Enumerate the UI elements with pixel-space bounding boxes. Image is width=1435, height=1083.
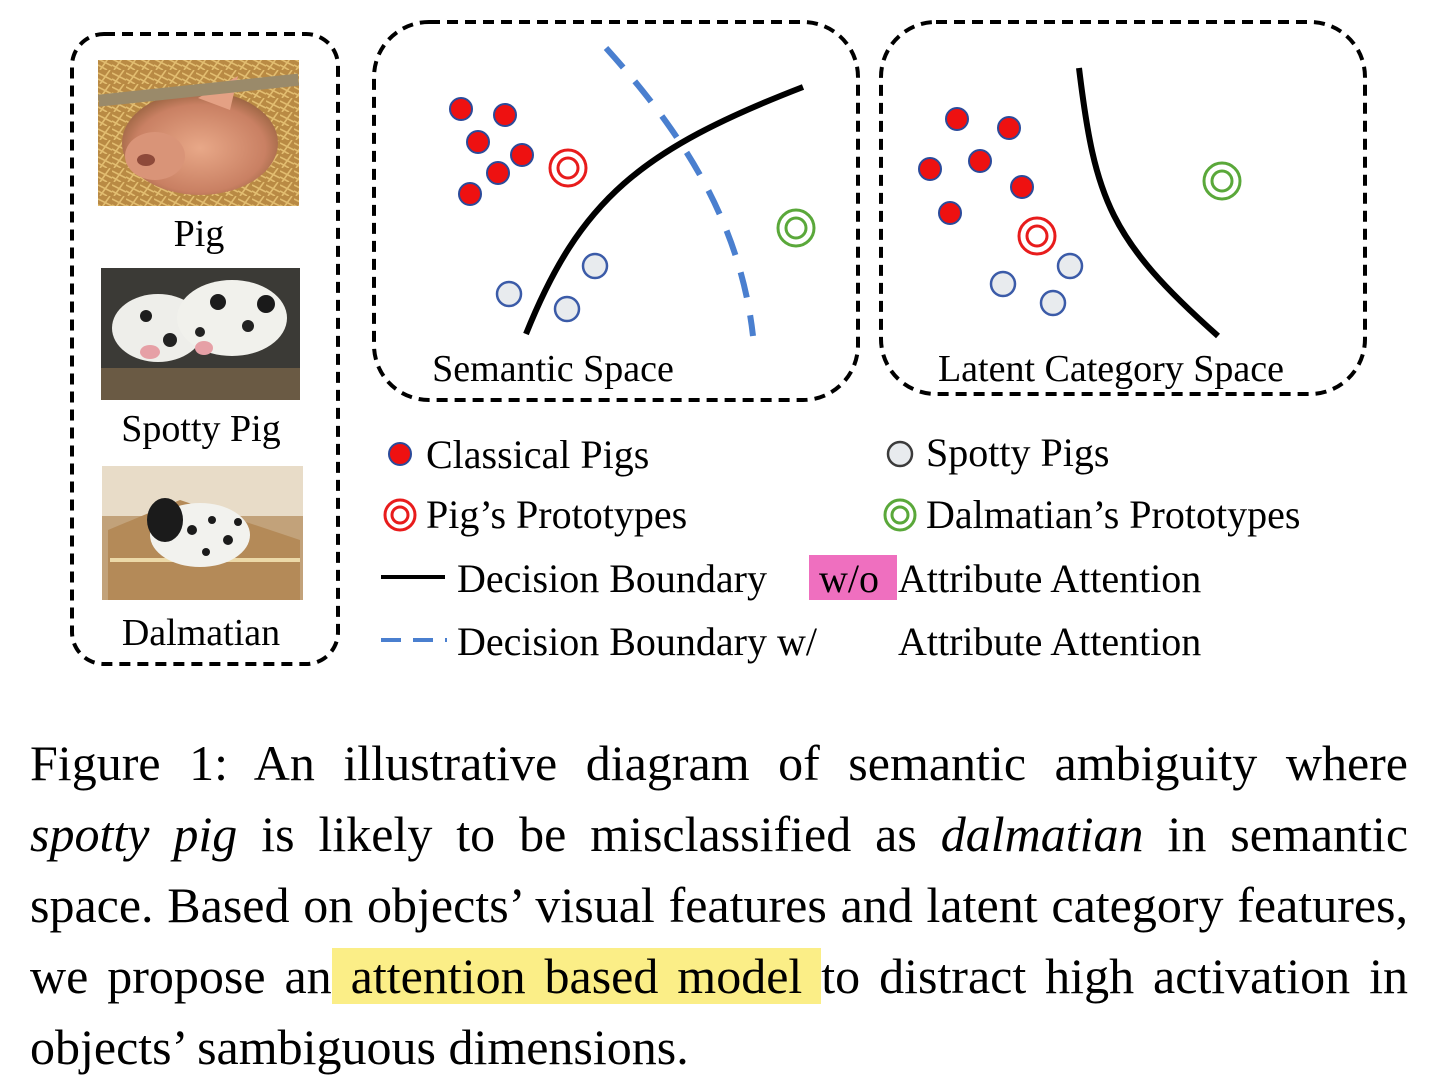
legend-pig-prototypes-label: Pig’s Prototypes [426,492,687,537]
legend-boundary-wo-suffix: Attribute Attention [898,556,1201,601]
latent-boundary-wo-attention [1076,67,1220,339]
legend-classical-pigs-label: Classical Pigs [426,432,649,477]
latent-classical-pigs [918,107,1034,225]
classical-pig-point [449,97,473,121]
legend-dalmatian-prototype-marker [883,498,917,532]
spotty-pig-point [1039,289,1067,317]
semantic-space-title: Semantic Space [432,348,674,390]
legend-boundary-wo-tag: w/o [819,556,879,601]
semantic-pig-prototype [548,148,588,188]
semantic-space-panel [372,20,860,402]
legend-wo-highlight [809,555,897,600]
pig-photo [97,60,300,206]
latent-space-title: Latent Category Space [938,348,1284,390]
classical-pig-point [458,182,482,206]
spotty-pig-point [495,280,523,308]
images-panel-border [70,32,340,666]
latent-pig-prototype [1017,216,1057,256]
caption-emphasis-spotty-pig: spotty pig [30,806,238,862]
classical-pig-point [510,143,534,167]
classical-pig-point [938,201,962,225]
classical-pig-point [493,103,517,127]
classical-pig-point [997,116,1021,140]
dalmatian-label: Dalmatian [122,612,280,654]
spotty-pig-point [581,252,609,280]
legend: Classical Pigs Spotty Pigs Pig’s Prototy… [381,430,1300,664]
legend-boundary-wo-prefix: Decision Boundary [457,556,767,601]
caption-highlight: attention based model [331,948,822,1004]
legend-classical-pig-marker [388,442,412,466]
legend-pig-prototype-marker [383,498,417,532]
caption-part-4: to distract high activation in objects’ … [30,948,1408,1075]
spotty-pig-label: Spotty Pig [121,408,280,450]
latent-dalmatian-prototype [1202,161,1242,201]
legend-dalmatian-prototypes-label: Dalmatian’s Prototypes [926,492,1300,537]
caption-part-2: is likely to be misclassified as [237,806,941,862]
spotty-pig-photo [101,268,300,400]
figure-diagram: Pig Spotty Pig Dalmatian [70,20,1367,666]
spotty-pig-point [1056,252,1084,280]
semantic-classical-pigs [449,97,534,206]
classical-pig-point [968,149,992,173]
spotty-pig-point [553,295,581,323]
caption-emphasis-dalmatian: dalmatian [940,806,1144,862]
spotty-pig-point [989,270,1017,298]
dalmatian-photo [102,466,303,600]
semantic-dalmatian-prototype [776,208,816,248]
classical-pig-point [1010,175,1034,199]
classical-pig-point [466,130,490,154]
legend-spotty-pig-marker [886,440,914,468]
semantic-spotty-pigs [495,252,609,323]
pig-label: Pig [174,213,225,255]
legend-spotty-pigs-label: Spotty Pigs [926,430,1109,475]
caption-part-3: in semantic space. Based on objects’ vis… [30,806,1409,1004]
classical-pig-point [486,161,510,185]
classical-pig-point [918,157,942,181]
legend-boundary-w-prefix: Decision Boundary w/ [457,619,818,664]
caption-part-1: Figure 1: An illustrative diagram of sem… [30,735,1408,791]
latent-spotty-pigs [989,252,1084,317]
figure-caption: Figure 1: An illustrative diagram of sem… [30,728,1408,1083]
semantic-boundary-wo-attention [523,84,805,336]
legend-boundary-w-suffix: Attribute Attention [898,619,1201,664]
classical-pig-point [945,107,969,131]
latent-space-panel [879,20,1367,396]
semantic-boundary-w-attention [603,45,756,337]
